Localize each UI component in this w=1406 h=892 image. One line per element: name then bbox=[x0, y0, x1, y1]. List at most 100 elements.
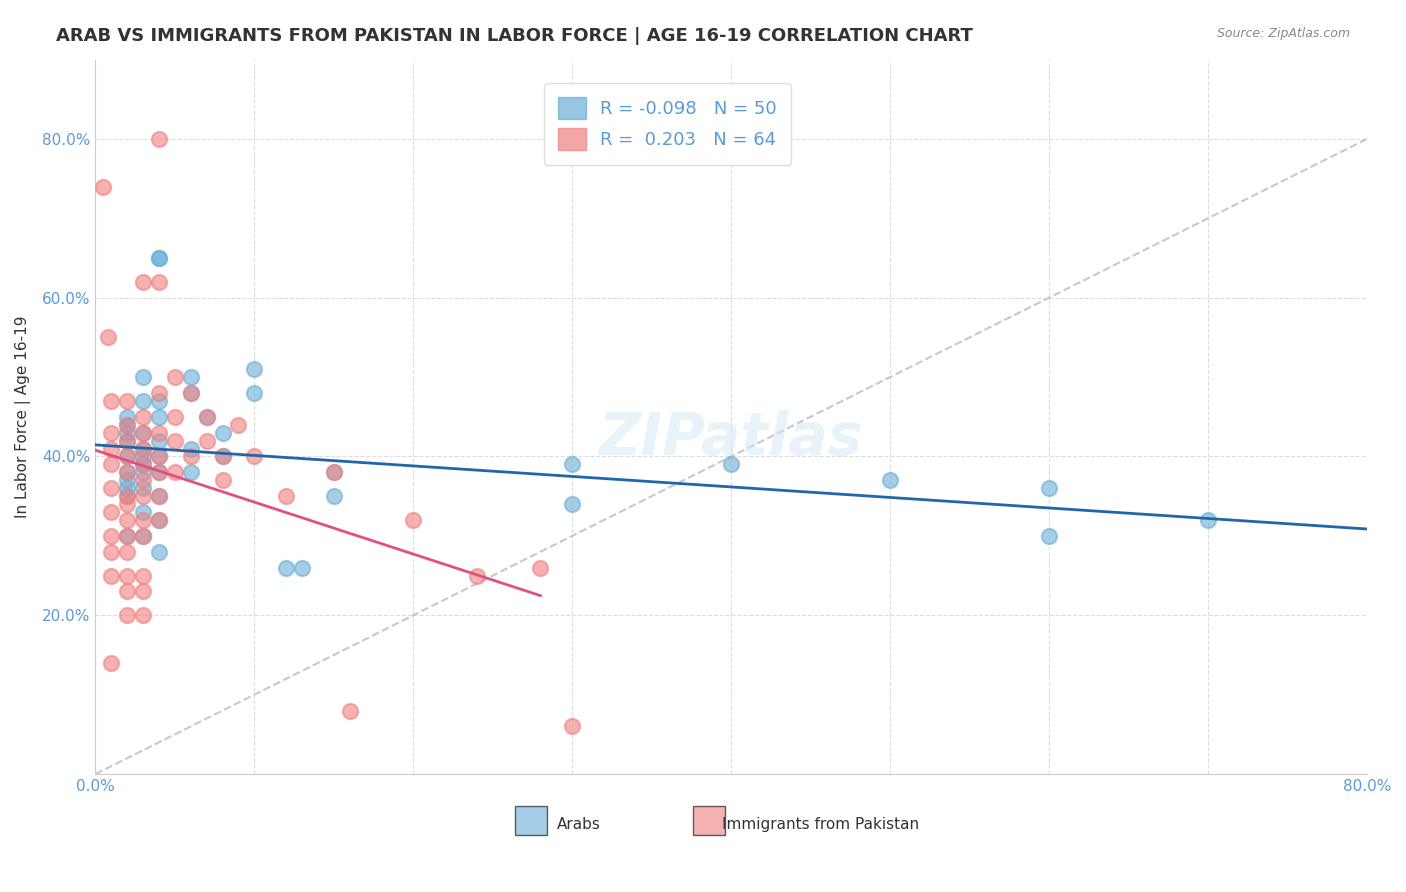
Point bbox=[561, 458, 583, 472]
Point bbox=[100, 393, 122, 408]
Point bbox=[132, 370, 155, 384]
Point bbox=[132, 489, 155, 503]
Point bbox=[180, 450, 202, 464]
Point bbox=[100, 425, 122, 440]
Point bbox=[148, 425, 170, 440]
Point bbox=[117, 473, 139, 487]
Point bbox=[132, 473, 155, 487]
Point bbox=[117, 568, 139, 582]
Point bbox=[322, 489, 344, 503]
Point bbox=[243, 386, 266, 401]
Point bbox=[132, 393, 155, 408]
Point bbox=[276, 560, 298, 574]
Text: ZIPatlas: ZIPatlas bbox=[599, 409, 863, 467]
Point bbox=[148, 545, 170, 559]
Point bbox=[1038, 529, 1060, 543]
Point bbox=[132, 481, 155, 495]
Point bbox=[180, 386, 202, 401]
Point bbox=[163, 370, 186, 384]
Point bbox=[100, 656, 122, 670]
Point bbox=[117, 434, 139, 448]
Text: Arabs: Arabs bbox=[557, 816, 600, 831]
Y-axis label: In Labor Force | Age 16-19: In Labor Force | Age 16-19 bbox=[15, 316, 31, 518]
Point bbox=[148, 489, 170, 503]
Point bbox=[1197, 513, 1219, 527]
Point bbox=[148, 450, 170, 464]
Point bbox=[132, 425, 155, 440]
Point bbox=[132, 458, 155, 472]
Point bbox=[117, 393, 139, 408]
Point bbox=[276, 489, 298, 503]
Point bbox=[211, 450, 233, 464]
Point bbox=[117, 450, 139, 464]
Point bbox=[148, 489, 170, 503]
Point bbox=[322, 466, 344, 480]
Point bbox=[1038, 481, 1060, 495]
Point bbox=[243, 362, 266, 376]
Point bbox=[180, 442, 202, 456]
Point bbox=[132, 466, 155, 480]
Point bbox=[132, 529, 155, 543]
FancyBboxPatch shape bbox=[693, 806, 724, 835]
Point bbox=[117, 425, 139, 440]
Point bbox=[465, 568, 488, 582]
Point bbox=[117, 417, 139, 432]
Point bbox=[117, 409, 139, 424]
Point bbox=[100, 568, 122, 582]
Point bbox=[117, 513, 139, 527]
Point bbox=[195, 409, 218, 424]
Point bbox=[211, 450, 233, 464]
Point bbox=[195, 409, 218, 424]
Point bbox=[163, 409, 186, 424]
Point bbox=[117, 584, 139, 599]
Point bbox=[132, 529, 155, 543]
Point bbox=[720, 458, 742, 472]
Point bbox=[291, 560, 314, 574]
Point bbox=[100, 505, 122, 519]
Point bbox=[322, 466, 344, 480]
Point bbox=[100, 442, 122, 456]
Point bbox=[117, 608, 139, 623]
Point bbox=[163, 434, 186, 448]
Point bbox=[100, 458, 122, 472]
Text: Immigrants from Pakistan: Immigrants from Pakistan bbox=[721, 816, 918, 831]
Point bbox=[132, 425, 155, 440]
Point bbox=[148, 132, 170, 146]
Point bbox=[132, 458, 155, 472]
Point bbox=[148, 251, 170, 265]
Text: ARAB VS IMMIGRANTS FROM PAKISTAN IN LABOR FORCE | AGE 16-19 CORRELATION CHART: ARAB VS IMMIGRANTS FROM PAKISTAN IN LABO… bbox=[56, 27, 973, 45]
Point bbox=[529, 560, 551, 574]
Point bbox=[180, 386, 202, 401]
Point bbox=[339, 704, 361, 718]
Point bbox=[132, 584, 155, 599]
Point bbox=[117, 450, 139, 464]
Point bbox=[132, 450, 155, 464]
Point bbox=[148, 386, 170, 401]
Point bbox=[195, 434, 218, 448]
Point bbox=[148, 450, 170, 464]
Point bbox=[148, 513, 170, 527]
Point bbox=[117, 529, 139, 543]
Point bbox=[148, 409, 170, 424]
Point bbox=[100, 545, 122, 559]
Point bbox=[243, 450, 266, 464]
Point bbox=[211, 425, 233, 440]
Text: Source: ZipAtlas.com: Source: ZipAtlas.com bbox=[1216, 27, 1350, 40]
Point bbox=[148, 393, 170, 408]
Point bbox=[148, 275, 170, 289]
Point bbox=[97, 330, 120, 344]
Point bbox=[228, 417, 250, 432]
Point bbox=[132, 442, 155, 456]
Point bbox=[117, 489, 139, 503]
Point bbox=[132, 568, 155, 582]
Point bbox=[561, 719, 583, 733]
Point bbox=[132, 409, 155, 424]
Point bbox=[148, 466, 170, 480]
Point bbox=[180, 466, 202, 480]
Point bbox=[117, 466, 139, 480]
Point bbox=[879, 473, 901, 487]
Point bbox=[132, 513, 155, 527]
Point bbox=[148, 251, 170, 265]
Point bbox=[117, 489, 139, 503]
FancyBboxPatch shape bbox=[515, 806, 547, 835]
